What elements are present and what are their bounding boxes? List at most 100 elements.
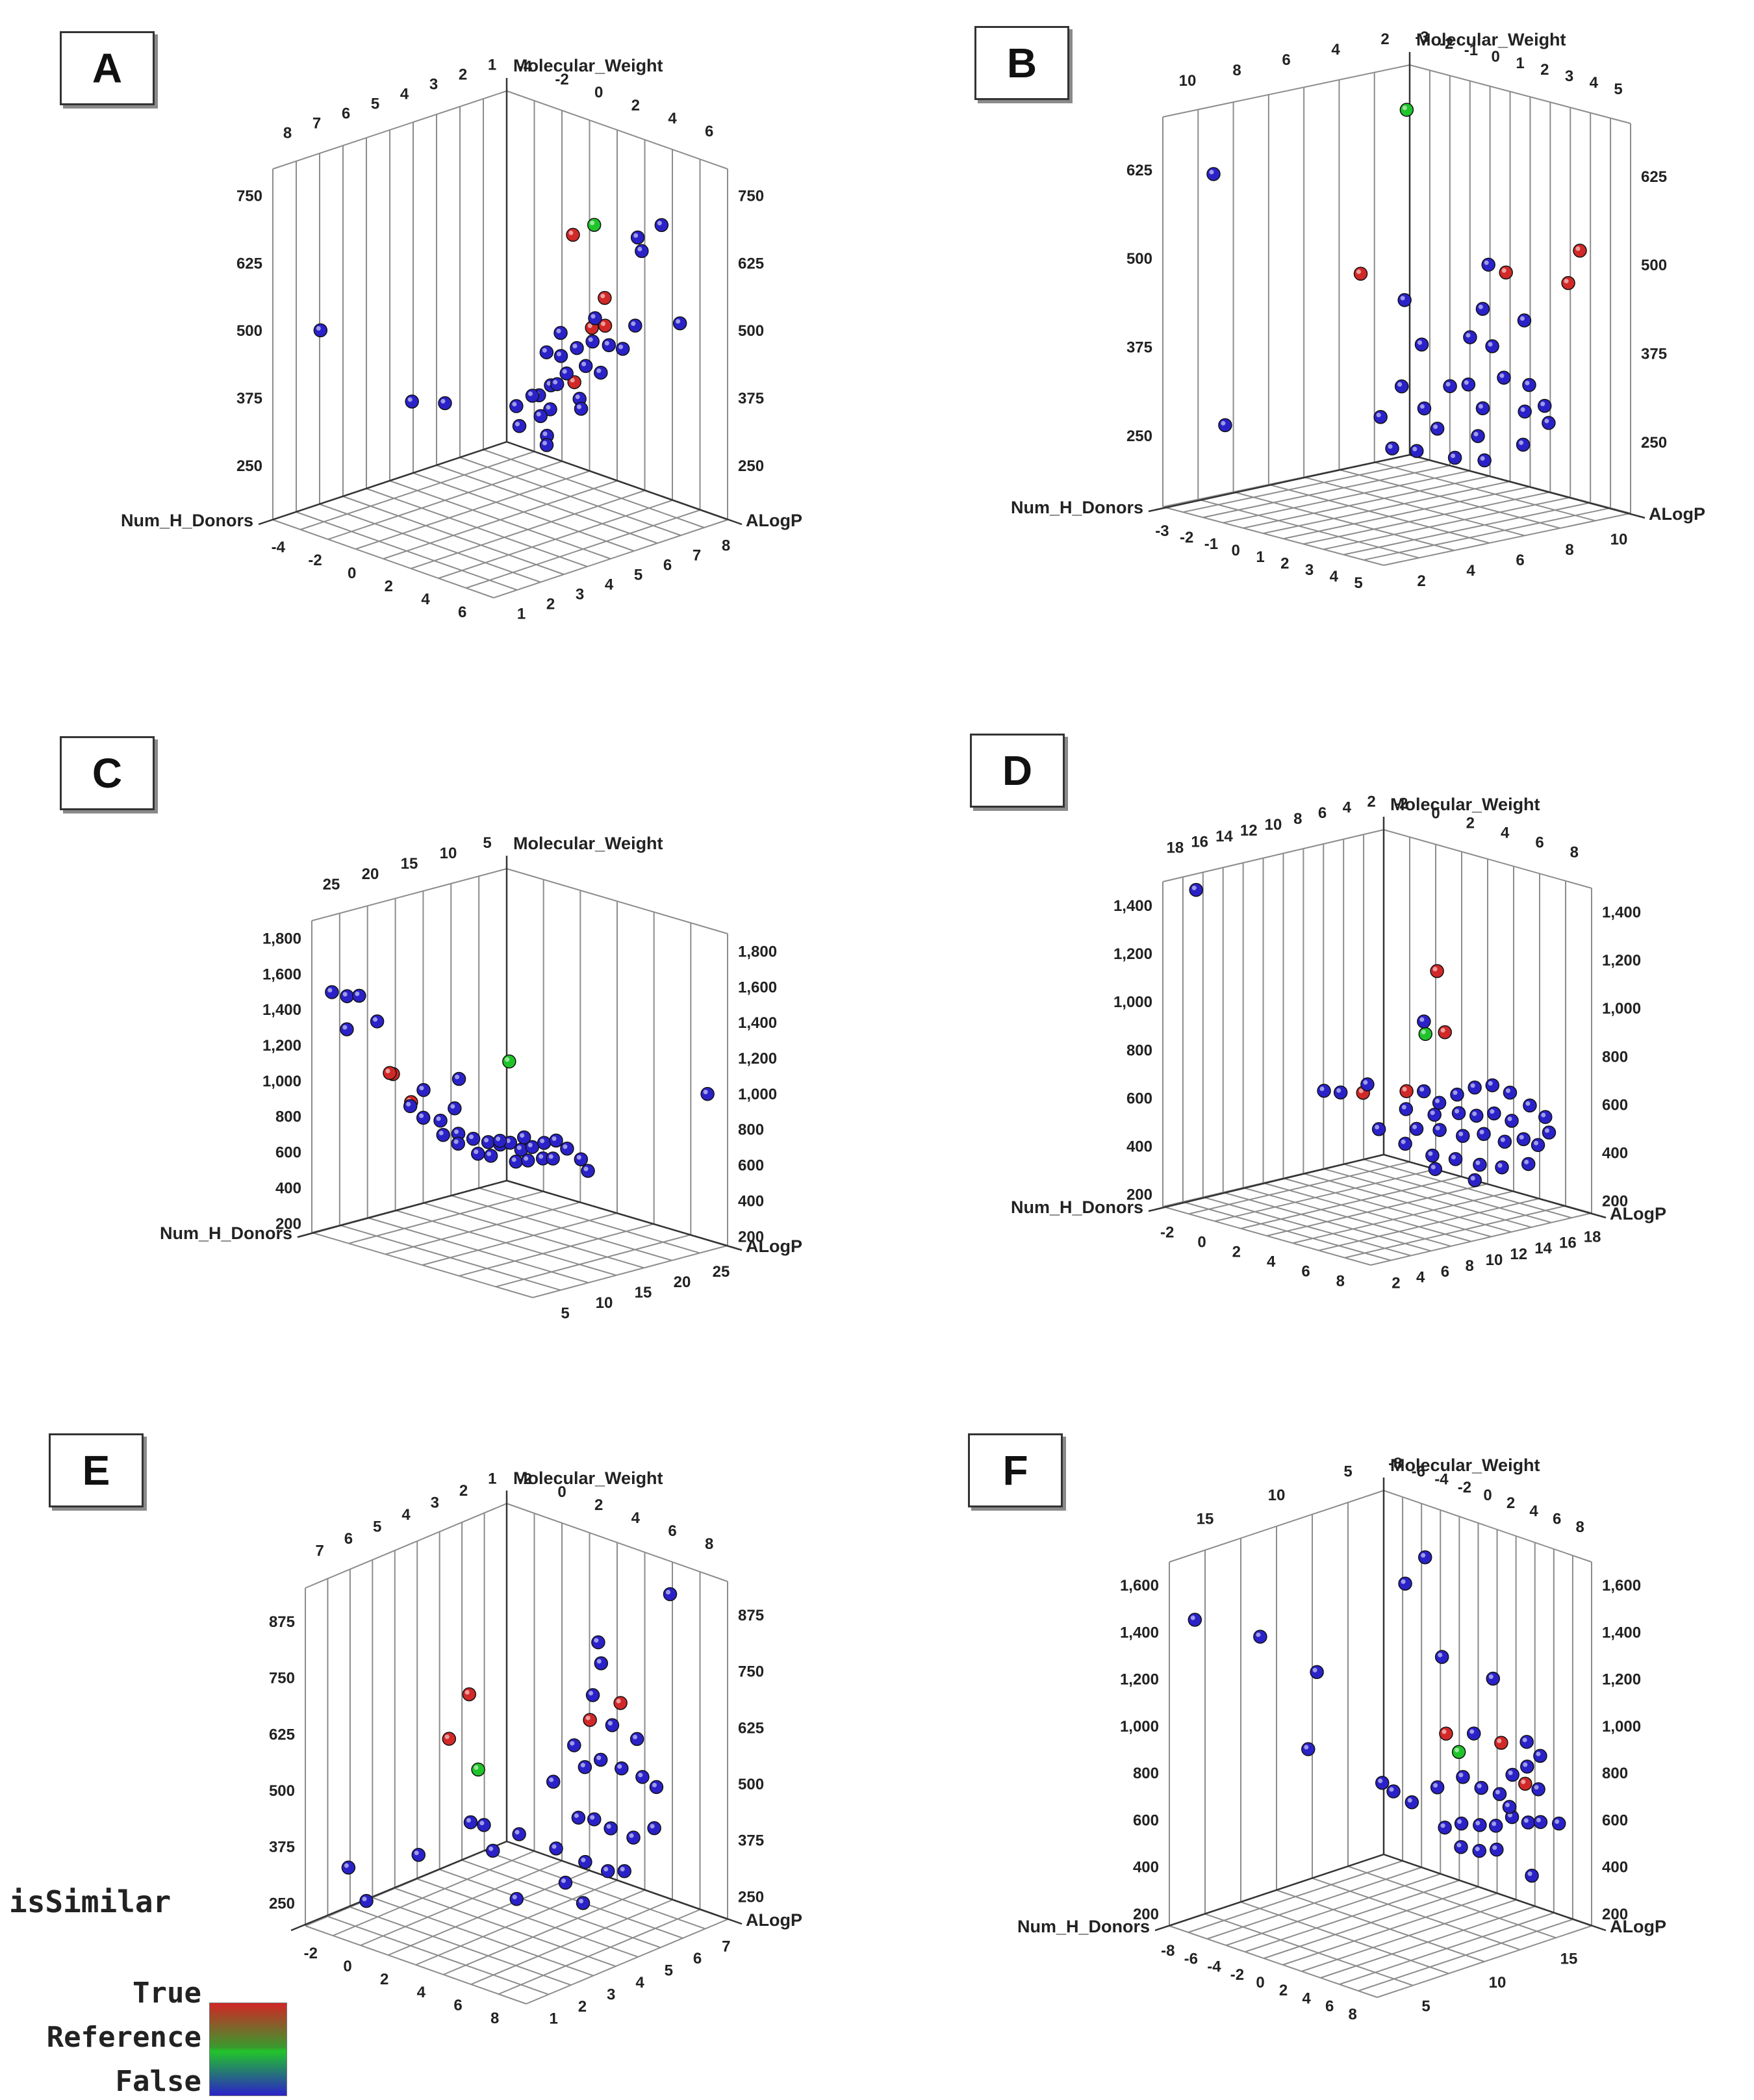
z-tick-right: 875 [738,1607,764,1624]
data-point-false [1477,453,1492,468]
data-point-highlight [1505,1088,1510,1094]
data-point-false [1417,1550,1432,1565]
data-point-highlight [1412,446,1417,452]
data-point-highlight [484,1138,489,1143]
data-point-highlight [572,344,578,349]
front-right-tick: 1 [517,606,526,623]
front-right-tick: 3 [576,586,584,604]
data-point-false [1398,1136,1412,1151]
data-point-highlight [1475,1847,1480,1852]
data-point-false [553,349,568,363]
front-right-tick: 5 [665,1962,673,1979]
x-axis-title: Num_H_Donors [1011,498,1143,517]
z-tick-left: 1,400 [1120,1624,1159,1641]
x-axis-title: Num_H_Donors [160,1223,292,1243]
back-left-tick: 8 [1293,810,1302,828]
data-point-false [1505,1114,1519,1128]
back-right-tick: 4 [1590,74,1599,92]
z-tick-right: 400 [1602,1144,1628,1162]
data-point-false [546,1151,560,1166]
z-tick-right: 400 [738,1192,764,1210]
data-point-reference [502,1054,516,1069]
data-point-false [537,1136,552,1150]
data-point-highlight [1507,1116,1512,1121]
data-point-highlight [1191,886,1197,891]
data-point-highlight [1519,316,1525,321]
back-right-tick: 4 [1501,825,1510,842]
data-point-highlight [557,352,561,357]
data-points [313,218,687,452]
z-tick-right: 250 [738,1888,764,1906]
z-tick-left: 375 [236,390,262,407]
data-point-false [1485,1078,1500,1093]
front-right-tick: 15 [635,1284,652,1301]
back-left-tick: 6 [342,105,350,123]
back-right-tick: -6 [1412,1463,1425,1480]
back-left-tick: 15 [401,855,418,873]
data-point-highlight [548,1154,553,1159]
back-right-tick: -2 [1440,35,1453,53]
data-point-false [654,218,669,233]
data-point-false [578,359,593,374]
data-point-highlight [1397,382,1403,387]
data-point-false [649,1780,664,1795]
back-right-tick: 8 [1576,1518,1584,1536]
data-point-highlight [549,1777,554,1782]
data-point-highlight [1523,1818,1529,1823]
z-tick-left: 625 [236,255,262,272]
data-point-false [1474,1780,1488,1795]
axis-lines [297,856,743,1251]
back-right-tick: 0 [1483,1487,1492,1504]
data-point-false [1502,1800,1517,1814]
z-tick-right: 250 [738,457,764,475]
data-point-highlight [436,1116,441,1121]
front-left-tick: -4 [272,539,286,556]
data-point-true [1439,1726,1453,1741]
data-point-false [1520,1760,1534,1774]
z-tick-left: 800 [275,1108,301,1126]
data-point-highlight [1522,1737,1527,1743]
front-left-tick: -2 [1230,1966,1244,1984]
back-right-tick: -4 [518,58,533,75]
front-left-tick: 2 [1280,555,1289,572]
front-left-tick: -2 [308,552,322,569]
data-point-highlight [596,368,602,374]
data-point-true [383,1066,397,1081]
front-left-tick: 6 [1325,1998,1334,2016]
data-point-false [615,1761,629,1776]
back-left-tick: 10 [440,845,457,862]
data-point-highlight [1419,1017,1425,1022]
data-point-false [628,318,642,333]
front-left-tick: -8 [1161,1942,1175,1960]
z-tick-right: 750 [738,1663,764,1681]
data-point-false [615,342,630,356]
back-right-tick: 0 [594,84,603,101]
z-tick-left: 625 [1126,162,1152,179]
front-left-tick: -3 [1155,522,1169,540]
front-left-tick: 8 [490,2010,499,2027]
grid-lines [305,1503,728,2004]
data-point-highlight [1508,1771,1513,1776]
data-point-false [359,1893,374,1908]
data-point-false [570,340,584,355]
front-right-tick: 15 [1560,1950,1578,1967]
data-point-highlight [583,1166,589,1172]
data-point-false [1475,401,1490,416]
z-tick-right: 1,600 [1602,1577,1641,1594]
data-point-highlight [638,1773,643,1778]
data-point-highlight [561,1878,566,1884]
z-tick-right: 500 [1641,257,1667,274]
back-right-tick: 0 [1492,48,1500,66]
data-point-highlight [607,1721,613,1726]
data-point-highlight [512,1895,517,1900]
front-right-tick: 2 [1417,572,1425,590]
front-left-tick: 4 [1267,1253,1276,1271]
data-point-false [1454,1839,1468,1854]
back-left-tick: 5 [371,96,379,113]
data-point-false [588,311,602,326]
back-left-tick: 8 [283,125,292,142]
z-tick-left: 200 [1126,1186,1152,1203]
data-point-false [600,1864,615,1878]
z-axis-title: Molecular_Weight [1416,30,1566,49]
